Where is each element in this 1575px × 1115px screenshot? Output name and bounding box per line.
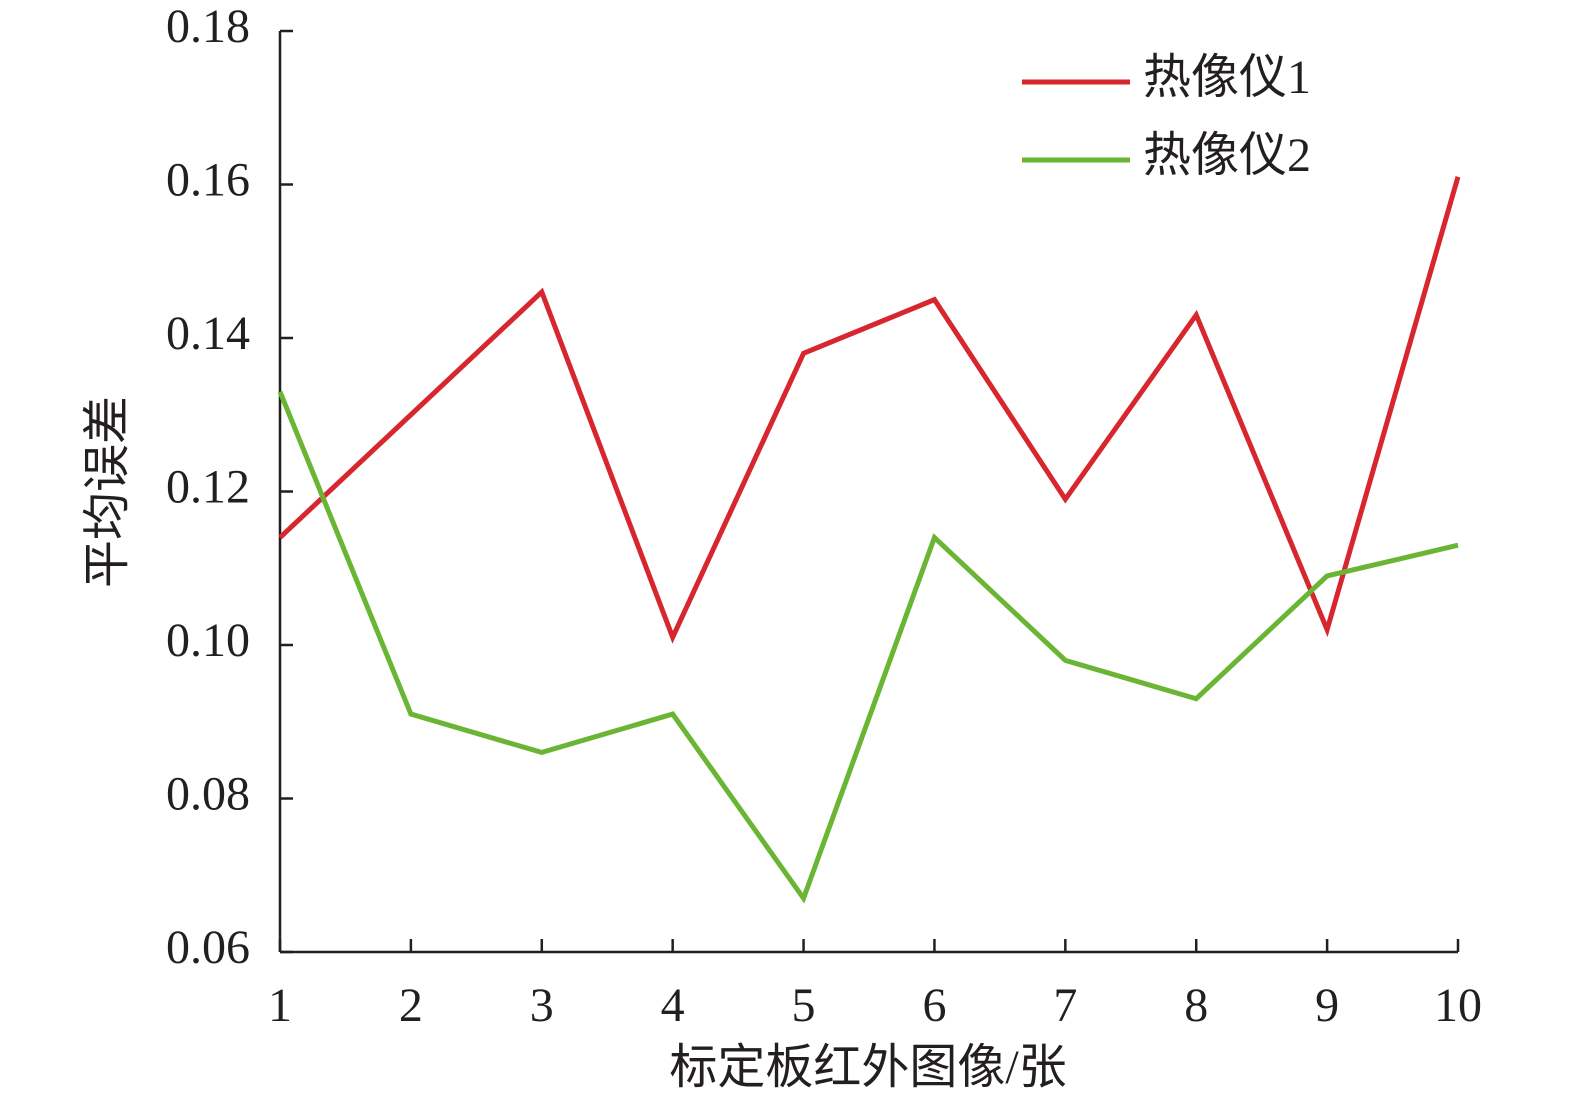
x-tick-label: 9: [1315, 979, 1339, 1032]
x-tick-label: 3: [530, 979, 554, 1032]
y-axis-label: 平均误差: [81, 396, 134, 588]
y-tick-label: 0.06: [166, 921, 250, 974]
x-tick-label: 5: [792, 979, 816, 1032]
y-tick-label: 0.16: [166, 154, 250, 207]
y-tick-label: 0.08: [166, 768, 250, 821]
y-tick-label: 0.12: [166, 461, 250, 514]
y-tick-label: 0.14: [166, 307, 250, 360]
y-tick-label: 0.18: [166, 0, 250, 53]
x-axis-label: 标定板红外图像/张: [669, 1041, 1066, 1094]
x-tick-label: 10: [1434, 979, 1482, 1032]
series-line: [278, 176, 1461, 644]
y-tick-label: 0.10: [166, 614, 250, 667]
x-tick-label: 4: [661, 979, 685, 1032]
series-line: [277, 390, 1459, 904]
legend-label: 热像仪2: [1143, 129, 1311, 182]
x-tick-label: 7: [1053, 979, 1077, 1032]
x-tick-label: 1: [268, 979, 292, 1032]
x-tick-label: 8: [1184, 979, 1208, 1032]
x-tick-label: 2: [399, 979, 423, 1032]
x-tick-label: 6: [922, 979, 946, 1032]
legend-label: 热像仪1: [1143, 51, 1311, 104]
